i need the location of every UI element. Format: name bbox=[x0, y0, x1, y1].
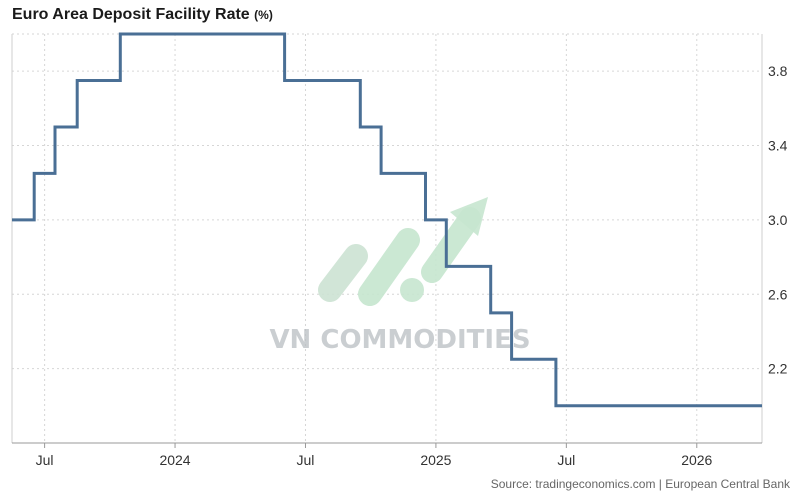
chart-title-unit: (%) bbox=[254, 8, 273, 22]
source-note: Source: tradingeconomics.com | European … bbox=[490, 477, 790, 491]
x-tick-label: Jul bbox=[557, 452, 575, 468]
watermark-logo bbox=[318, 197, 488, 306]
chart-title-text: Euro Area Deposit Facility Rate bbox=[12, 6, 250, 23]
plot-frame bbox=[11, 33, 763, 444]
y-tick-label: 3.8 bbox=[768, 63, 788, 79]
x-tick-label: 2025 bbox=[420, 452, 451, 468]
chart-title: Euro Area Deposit Facility Rate (%) bbox=[12, 6, 273, 24]
series-line-deposit-rate bbox=[12, 32, 762, 408]
y-tick-label: 2.6 bbox=[768, 286, 788, 302]
grid-lines bbox=[12, 34, 762, 443]
watermark: VN COMMODITIES bbox=[269, 197, 531, 355]
x-axis: Jul 2024 Jul 2025 Jul 2026 bbox=[36, 443, 713, 468]
y-tick-label: 3.0 bbox=[768, 212, 788, 228]
x-tick-label: 2024 bbox=[159, 452, 190, 468]
x-tick-label: Jul bbox=[36, 452, 54, 468]
watermark-text: VN COMMODITIES bbox=[269, 325, 530, 355]
y-tick-label: 2.2 bbox=[768, 361, 788, 377]
x-tick-label: Jul bbox=[297, 452, 315, 468]
x-tick-label: 2026 bbox=[681, 452, 712, 468]
y-tick-label: 3.4 bbox=[768, 138, 788, 154]
y-axis: 2.2 2.6 3.0 3.4 3.8 bbox=[768, 63, 788, 376]
